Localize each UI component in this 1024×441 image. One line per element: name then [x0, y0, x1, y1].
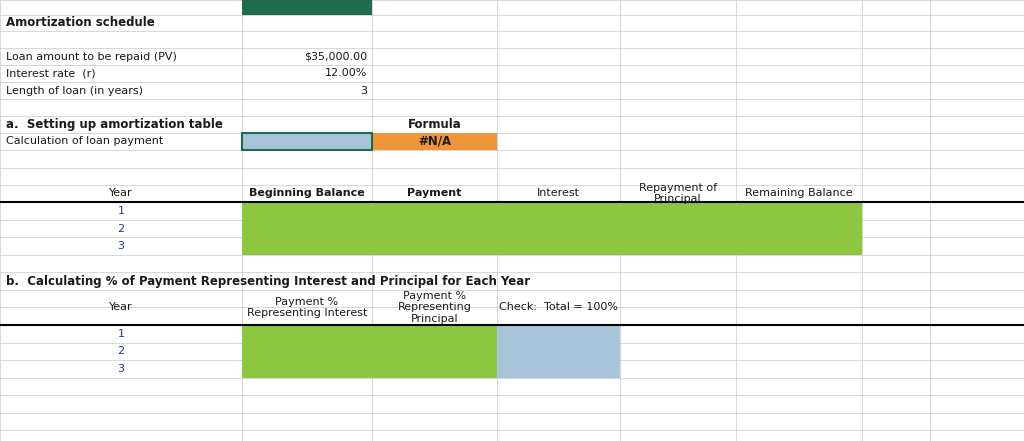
- Text: Interest rate  (r): Interest rate (r): [6, 68, 95, 78]
- Text: Check:  Total = 100%: Check: Total = 100%: [499, 303, 618, 313]
- Bar: [372, 133, 497, 150]
- Text: 3: 3: [360, 86, 367, 96]
- Text: Payment %
Representing
Principal: Payment % Representing Principal: [397, 291, 471, 324]
- Text: Formula: Formula: [408, 118, 462, 131]
- Text: Amortization schedule: Amortization schedule: [6, 16, 155, 30]
- Text: 1: 1: [118, 329, 125, 339]
- Text: Loan amount to be repaid (PV): Loan amount to be repaid (PV): [6, 52, 177, 61]
- Text: Year: Year: [110, 303, 133, 313]
- Bar: [242, 0, 372, 15]
- Text: Calculation of loan payment: Calculation of loan payment: [6, 137, 163, 146]
- Bar: [242, 220, 862, 237]
- Text: 1: 1: [118, 206, 125, 216]
- Text: Year: Year: [110, 188, 133, 198]
- Text: Interest: Interest: [537, 188, 580, 198]
- Text: 3: 3: [118, 364, 125, 374]
- Text: 12.00%: 12.00%: [325, 68, 367, 78]
- Text: Payment: Payment: [408, 188, 462, 198]
- Text: 3: 3: [118, 241, 125, 251]
- Bar: [497, 343, 620, 360]
- Bar: [242, 202, 862, 220]
- Bar: [242, 133, 372, 150]
- Text: Remaining Balance: Remaining Balance: [745, 188, 853, 198]
- Bar: [242, 360, 497, 378]
- Bar: [242, 133, 372, 150]
- Text: Repayment of
Principal: Repayment of Principal: [639, 183, 717, 204]
- Text: $35,000.00: $35,000.00: [304, 52, 367, 61]
- Bar: [242, 237, 862, 255]
- Text: Length of loan (in years): Length of loan (in years): [6, 86, 143, 96]
- Text: 2: 2: [118, 224, 125, 233]
- Bar: [497, 360, 620, 378]
- Bar: [497, 325, 620, 343]
- Text: Beginning Balance: Beginning Balance: [249, 188, 365, 198]
- Text: b.  Calculating % of Payment Representing Interest and Principal for Each Year: b. Calculating % of Payment Representing…: [6, 274, 530, 288]
- Bar: [242, 325, 497, 343]
- Text: a.  Setting up amortization table: a. Setting up amortization table: [6, 118, 223, 131]
- Text: #N/A: #N/A: [418, 135, 451, 148]
- Bar: [242, 343, 497, 360]
- Text: 2: 2: [118, 347, 125, 356]
- Text: Payment %
Representing Interest: Payment % Representing Interest: [247, 297, 368, 318]
